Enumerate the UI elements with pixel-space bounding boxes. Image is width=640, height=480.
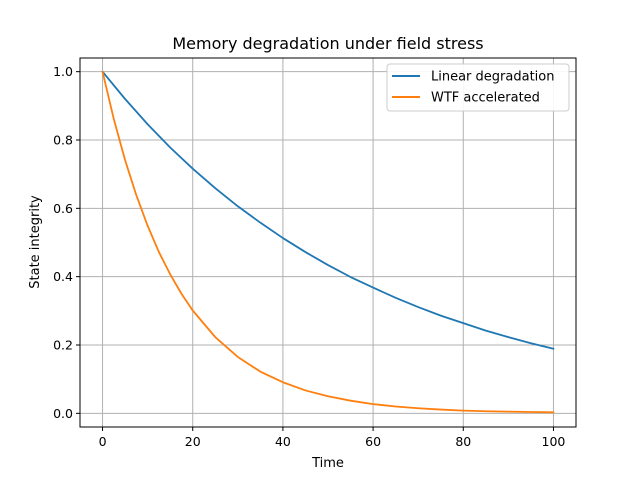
y-tick-label: 0.2 <box>53 338 73 353</box>
y-tick-label: 0.8 <box>53 133 73 148</box>
legend-label-wtf: WTF accelerated <box>431 91 540 106</box>
series-line-0 <box>101 70 555 350</box>
chart-title: Memory degradation under field stress <box>172 34 483 53</box>
y-axis-label: State integrity <box>28 195 43 289</box>
grid <box>80 58 576 427</box>
x-tick-label: 40 <box>275 434 291 449</box>
plot-frame <box>79 57 577 428</box>
series-group <box>101 70 555 414</box>
y-tick-label: 1.0 <box>53 64 73 79</box>
y-tick-label: 0.0 <box>53 406 73 421</box>
legend: Linear degradation WTF accelerated <box>386 63 570 112</box>
legend-box <box>386 63 570 112</box>
x-tick-label: 100 <box>542 434 566 449</box>
x-tick-label: 0 <box>99 434 107 449</box>
y-tick-label: 0.6 <box>53 201 73 216</box>
axis-ticks: 0 20 40 60 80 100 0.0 0.2 0.4 0.6 0.8 1.0 <box>53 64 565 449</box>
legend-label-linear: Linear degradation <box>431 70 554 85</box>
y-tick-label: 0.4 <box>53 269 73 284</box>
x-axis-label: Time <box>311 456 344 471</box>
series-line-1 <box>101 70 555 414</box>
x-tick-label: 80 <box>455 434 471 449</box>
x-tick-label: 20 <box>185 434 201 449</box>
x-tick-label: 60 <box>365 434 381 449</box>
